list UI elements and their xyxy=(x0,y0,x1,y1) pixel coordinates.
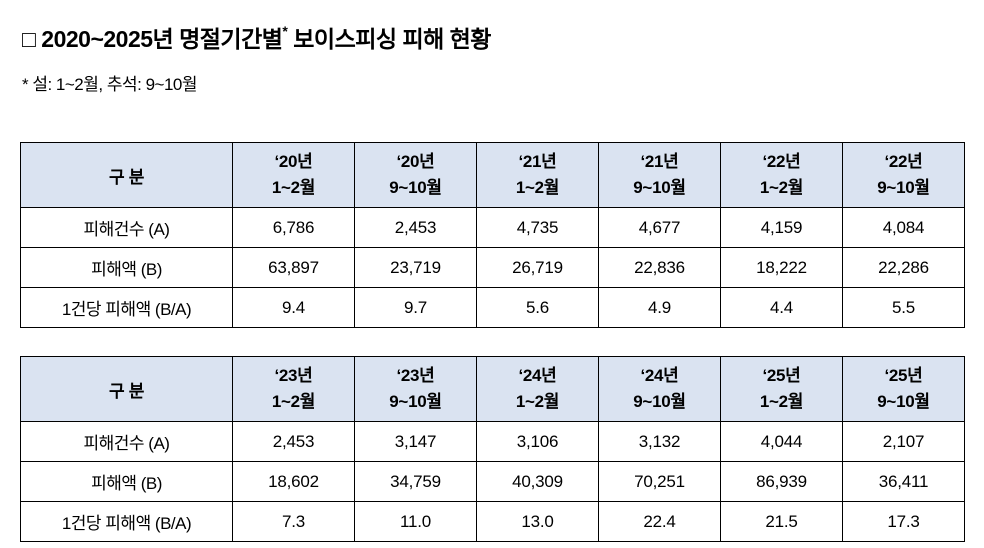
row-label: 피해건수 (A) xyxy=(20,207,233,248)
table-row: 피해액 (B) 63,897 23,719 26,719 22,836 18,2… xyxy=(20,247,965,288)
table-row: 피해건수 (A) 6,786 2,453 4,735 4,677 4,159 4… xyxy=(20,207,965,248)
column-header: ‘25년 9~10월 xyxy=(842,356,965,422)
column-header-period: 9~10월 xyxy=(633,178,686,197)
column-header: ‘24년 9~10월 xyxy=(598,356,721,422)
column-header-year: ‘24년 xyxy=(518,365,557,385)
column-header-year: ‘21년 xyxy=(518,151,557,171)
table-2020-2022: 구 분 ‘20년 1~2월 ‘20년 9~10월 ‘21년 1~2월 ‘21년 … xyxy=(20,142,965,328)
cell-value: 4,084 xyxy=(842,207,965,248)
cell-value: 22,286 xyxy=(842,247,965,288)
cell-value: 4.4 xyxy=(720,287,843,328)
cell-value: 9.7 xyxy=(354,287,477,328)
cell-value: 22.4 xyxy=(598,501,721,542)
cell-value: 6,786 xyxy=(232,207,355,248)
column-header-year: ‘22년 xyxy=(762,151,801,171)
cell-value: 21.5 xyxy=(720,501,843,542)
cell-value: 5.6 xyxy=(476,287,599,328)
cell-value: 4,735 xyxy=(476,207,599,248)
table-row: 1건당 피해액 (B/A) 7.3 11.0 13.0 22.4 21.5 17… xyxy=(20,501,965,542)
cell-value: 18,222 xyxy=(720,247,843,288)
column-header-period: 9~10월 xyxy=(389,392,442,411)
column-header-period: 9~10월 xyxy=(389,178,442,197)
column-header-year: ‘23년 xyxy=(396,365,435,385)
cell-value: 2,107 xyxy=(842,421,965,462)
row-label: 1건당 피해액 (B/A) xyxy=(20,501,233,542)
column-header-year: ‘20년 xyxy=(396,151,435,171)
row-label: 피해액 (B) xyxy=(20,461,233,502)
column-header-period: 1~2월 xyxy=(515,178,560,197)
cell-value: 18,602 xyxy=(232,461,355,502)
cell-value: 13.0 xyxy=(476,501,599,542)
row-label: 피해건수 (A) xyxy=(20,421,233,462)
column-header: ‘23년 9~10월 xyxy=(354,356,477,422)
cell-value: 34,759 xyxy=(354,461,477,502)
row-label: 1건당 피해액 (B/A) xyxy=(20,287,233,328)
column-header-period: 9~10월 xyxy=(877,392,930,411)
table-row: 1건당 피해액 (B/A) 9.4 9.7 5.6 4.9 4.4 5.5 xyxy=(20,287,965,328)
column-header: ‘20년 9~10월 xyxy=(354,142,477,208)
title-rest: 보이스피싱 피해 현황 xyxy=(287,26,491,52)
cell-value: 11.0 xyxy=(354,501,477,542)
cell-value: 17.3 xyxy=(842,501,965,542)
title-asterisk: * xyxy=(282,23,288,40)
cell-value: 4,677 xyxy=(598,207,721,248)
column-header-year: ‘22년 xyxy=(884,151,923,171)
cell-value: 40,309 xyxy=(476,461,599,502)
corner-header: 구 분 xyxy=(20,142,233,208)
cell-value: 36,411 xyxy=(842,461,965,502)
cell-value: 23,719 xyxy=(354,247,477,288)
cell-value: 9.4 xyxy=(232,287,355,328)
header-row: 구 분 ‘20년 1~2월 ‘20년 9~10월 ‘21년 1~2월 ‘21년 … xyxy=(20,142,965,208)
header-row: 구 분 ‘23년 1~2월 ‘23년 9~10월 ‘24년 1~2월 ‘24년 … xyxy=(20,356,965,422)
cell-value: 26,719 xyxy=(476,247,599,288)
column-header: ‘25년 1~2월 xyxy=(720,356,843,422)
column-header-year: ‘24년 xyxy=(640,365,679,385)
column-header: ‘22년 1~2월 xyxy=(720,142,843,208)
column-header-year: ‘25년 xyxy=(762,365,801,385)
column-header-period: 1~2월 xyxy=(271,392,316,411)
footnote: * 설: 1~2월, 추석: 9~10월 xyxy=(22,75,198,94)
cell-value: 86,939 xyxy=(720,461,843,502)
cell-value: 3,132 xyxy=(598,421,721,462)
column-header: ‘21년 9~10월 xyxy=(598,142,721,208)
title-main: □ 2020~2025년 명절기간별 xyxy=(22,26,283,52)
column-header-period: 1~2월 xyxy=(759,392,804,411)
cell-value: 5.5 xyxy=(842,287,965,328)
cell-value: 2,453 xyxy=(354,207,477,248)
column-header-period: 1~2월 xyxy=(515,392,560,411)
cell-value: 22,836 xyxy=(598,247,721,288)
column-header: ‘22년 9~10월 xyxy=(842,142,965,208)
cell-value: 3,106 xyxy=(476,421,599,462)
cell-value: 3,147 xyxy=(354,421,477,462)
table-row: 피해액 (B) 18,602 34,759 40,309 70,251 86,9… xyxy=(20,461,965,502)
column-header: ‘24년 1~2월 xyxy=(476,356,599,422)
column-header-year: ‘25년 xyxy=(884,365,923,385)
column-header: ‘23년 1~2월 xyxy=(232,356,355,422)
cell-value: 7.3 xyxy=(232,501,355,542)
cell-value: 70,251 xyxy=(598,461,721,502)
corner-header: 구 분 xyxy=(20,356,233,422)
column-header-period: 9~10월 xyxy=(633,392,686,411)
cell-value: 2,453 xyxy=(232,421,355,462)
column-header: ‘21년 1~2월 xyxy=(476,142,599,208)
column-header-year: ‘21년 xyxy=(640,151,679,171)
column-header: ‘20년 1~2월 xyxy=(232,142,355,208)
table-row: 피해건수 (A) 2,453 3,147 3,106 3,132 4,044 2… xyxy=(20,421,965,462)
column-header-year: ‘23년 xyxy=(274,365,313,385)
table-2023-2025: 구 분 ‘23년 1~2월 ‘23년 9~10월 ‘24년 1~2월 ‘24년 … xyxy=(20,356,965,542)
column-header-year: ‘20년 xyxy=(274,151,313,171)
column-header-period: 9~10월 xyxy=(877,178,930,197)
cell-value: 63,897 xyxy=(232,247,355,288)
cell-value: 4.9 xyxy=(598,287,721,328)
page-title: □ 2020~2025년 명절기간별* 보이스피싱 피해 현황 xyxy=(22,20,964,54)
column-header-period: 1~2월 xyxy=(271,178,316,197)
cell-value: 4,044 xyxy=(720,421,843,462)
row-label: 피해액 (B) xyxy=(20,247,233,288)
column-header-period: 1~2월 xyxy=(759,178,804,197)
cell-value: 4,159 xyxy=(720,207,843,248)
